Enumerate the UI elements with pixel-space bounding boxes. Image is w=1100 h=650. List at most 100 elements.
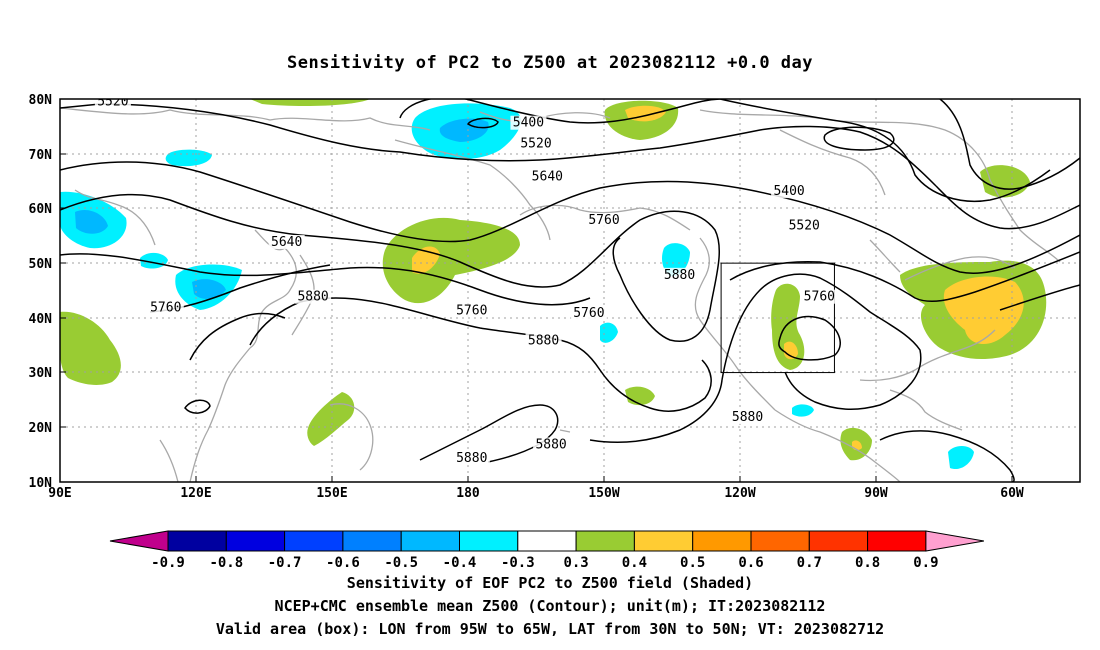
- lat-tick-label: 30N: [29, 366, 53, 381]
- colorbar-swatch: [167, 530, 227, 552]
- colorbar-label: -0.8: [209, 555, 243, 571]
- contour-5640-1: [60, 161, 1080, 274]
- contour-label: 5880: [535, 437, 566, 452]
- contour-label: 5880: [664, 268, 695, 283]
- lon-tick-label: 90W: [864, 486, 888, 501]
- colorbar-swatch: [225, 530, 286, 552]
- contour-5400-closed: [823, 126, 895, 151]
- contour-label: 5640: [532, 169, 563, 184]
- contour-label: 5880: [456, 451, 487, 466]
- colorbar-swatch: [459, 530, 519, 552]
- contour-label: 5760: [150, 301, 181, 316]
- shade-negative-north-china-core: [192, 279, 226, 299]
- lon-tick-label: 90E: [48, 486, 71, 501]
- contour-5280-closed: [466, 117, 499, 129]
- contour-label-bg: [529, 169, 566, 184]
- caption-line-2: NCEP+CMC ensemble mean Z500 (Contour); u…: [275, 597, 826, 615]
- colorbar-label: -0.7: [268, 555, 302, 571]
- contour-label: 5880: [732, 410, 763, 425]
- contour-label-bg: [533, 437, 570, 452]
- lon-tick-label: 60W: [1000, 486, 1024, 501]
- contour-5880-closed-america: [778, 315, 841, 361]
- colorbar-label: 0.3: [563, 555, 588, 571]
- colorbar-swatch: [342, 530, 402, 552]
- lat-tick-label: 60N: [29, 202, 53, 217]
- colorbar-swatch: [633, 530, 694, 552]
- shade-positive-pacific-isl: [307, 392, 355, 446]
- colorbar-swatch: [750, 530, 810, 552]
- tick-marks: [60, 98, 1013, 482]
- contour-5760-1: [60, 193, 721, 342]
- contour-label: 5400: [513, 116, 544, 131]
- contour-label: 5400: [773, 184, 804, 199]
- colorbar-label: 0.5: [680, 555, 705, 571]
- colorbar: -0.9 -0.8 -0.7 -0.6 -0.5 -0.4 -0.3 0.3 0.4 0.5 0.6…: [109, 530, 984, 571]
- colorbar-swatch: [867, 530, 927, 552]
- map-panel: 5520 5400 5520 5640 5400 5520 5760 5640 5880 5760…: [29, 93, 1081, 501]
- colorbar-swatch: [808, 530, 869, 552]
- contour-label-bg: [453, 451, 490, 466]
- contour-label: 5760: [456, 303, 487, 318]
- contour-label: 5760: [588, 213, 619, 228]
- colorbar-label: 0.4: [622, 555, 647, 571]
- contour-5520-1: [60, 103, 1080, 230]
- contour-label-bg: [268, 234, 305, 249]
- contour-5880-closed-west: [184, 399, 211, 414]
- lat-tick-label: 70N: [29, 148, 53, 163]
- colorbar-label: 0.6: [738, 555, 763, 571]
- colorbar-label: -0.9: [151, 555, 185, 571]
- contour-label-bg: [94, 99, 131, 109]
- colorbar-label: -0.5: [384, 555, 418, 571]
- lon-tick-label: 150E: [316, 486, 347, 501]
- contour-label: 5880: [297, 290, 328, 305]
- contour-5400-east: [719, 99, 1051, 202]
- contour-5880-south2: [589, 379, 723, 444]
- colorbar-label: 0.7: [797, 555, 822, 571]
- contour-label-bg: [510, 115, 547, 130]
- shade-negative-caribbean: [948, 446, 974, 470]
- contour-5760-east2: [999, 284, 1080, 311]
- contour-labels: 5520 5400 5520 5640 5400 5520 5760 5640 5880 5760…: [94, 99, 838, 466]
- colorbar-swatch: [284, 530, 344, 552]
- colorbar-label: -0.6: [326, 555, 360, 571]
- lat-tick-label: 20N: [29, 421, 53, 436]
- contour-label-bg: [147, 300, 184, 315]
- contour-label-bg: [570, 306, 607, 321]
- shade-positive-labrador: [980, 165, 1030, 198]
- contour-label-bg: [586, 213, 622, 228]
- caption-line-1: Sensitivity of EOF PC2 to Z500 field (Sh…: [347, 574, 753, 592]
- contour-label: 5520: [520, 137, 551, 152]
- contour-5760-2: [60, 253, 591, 306]
- colorbar-swatch: [517, 530, 577, 552]
- shade-negative-siberia-small: [165, 149, 212, 167]
- contour-label-bg: [295, 289, 332, 304]
- contour-5520-right: [939, 99, 1080, 190]
- shade-negative-arctic-core: [439, 118, 489, 142]
- lon-tick-label: 120W: [724, 486, 755, 501]
- colorbar-label: 0.9: [913, 555, 938, 571]
- contour-label-bg: [661, 267, 698, 282]
- colorbar-label: -0.4: [443, 555, 477, 571]
- contour-label-bg: [453, 303, 490, 318]
- lat-tick-label: 40N: [29, 312, 53, 327]
- colorbar-label: -0.3: [501, 555, 535, 571]
- lon-tick-labels: 90E 120E 150E 180 150W 120W 90W 60W: [48, 486, 1024, 501]
- lat-tick-labels: 80N 70N 60N 50N 40N 30N 20N 10N: [29, 93, 53, 491]
- contour-label-bg: [518, 136, 554, 151]
- colorbar-swatch: [692, 530, 752, 552]
- colorbar-swatch: [575, 530, 635, 552]
- contour-label-bg: [729, 410, 766, 425]
- lon-tick-label: 180: [456, 486, 480, 501]
- graticule: [60, 99, 1080, 482]
- contour-label: 5520: [789, 219, 820, 234]
- valid-area-box: [720, 262, 835, 374]
- shade-positive-arctic-top: [250, 99, 370, 107]
- chart-title: Sensitivity of PC2 to Z500 at 2023082112…: [287, 53, 813, 73]
- shade-positive-siberia-west: [60, 311, 121, 385]
- shade-negative-west-siberia-core: [75, 209, 108, 234]
- contour-5400-arctic: [399, 99, 721, 124]
- colorbar-swatch: [400, 530, 461, 552]
- contour-label-bg: [801, 289, 838, 304]
- contour-label-bg: [525, 333, 562, 348]
- contour-label: 5640: [271, 235, 302, 250]
